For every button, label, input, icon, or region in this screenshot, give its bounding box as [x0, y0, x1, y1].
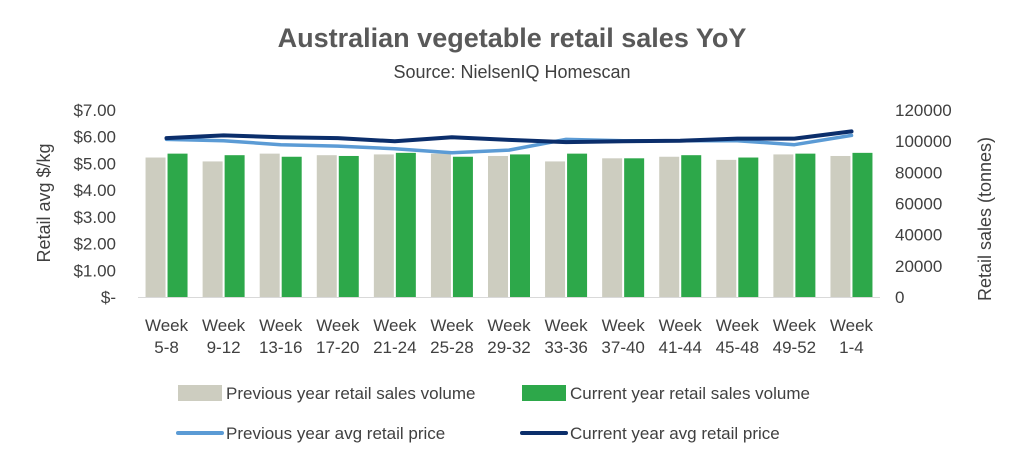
x-tick-label: Week 41-44	[658, 316, 702, 357]
x-tick-label-line: Week	[830, 316, 874, 335]
line-previous-year-price	[164, 133, 854, 155]
x-tick-label: Week 49-52	[773, 316, 817, 357]
x-tick-label-line: Week	[544, 316, 588, 335]
x-tick-label-line: 13-16	[259, 338, 302, 357]
x-tick-label-line: 9-12	[207, 338, 241, 357]
bar-previous-year	[430, 153, 451, 297]
bar-current-year	[338, 155, 359, 297]
y-left-tick-label: $3.00	[73, 208, 116, 227]
bar-previous-year	[488, 155, 508, 297]
bar-current-year	[624, 158, 645, 297]
x-tick-label-line: 45-48	[716, 338, 759, 357]
chart-subtitle: Source: NielsenIQ Homescan	[393, 62, 630, 82]
y-left-tick-label: $5.00	[73, 154, 116, 173]
x-tick-label: Week 13-16	[259, 316, 303, 357]
y-left-tick-label: $4.00	[73, 181, 116, 200]
y-right-tick-label: 20000	[895, 257, 942, 276]
y-right-tick-label: 40000	[895, 226, 942, 245]
legend-label: Previous year avg retail price	[226, 424, 445, 443]
bar-previous-year	[716, 159, 737, 297]
x-tick-label: Week 33-36	[544, 316, 588, 357]
bar-previous-year	[259, 153, 280, 297]
x-tick-label-line: Week	[659, 316, 703, 335]
x-tick-label: Week 9-12	[202, 316, 246, 357]
x-tick-label-line: Week	[430, 316, 474, 335]
x-tick-label-line: Week	[373, 316, 417, 335]
y-left-axis-title: Retail avg $/kg	[34, 143, 54, 262]
bar-previous-year	[316, 155, 337, 297]
bar-current-year	[567, 153, 588, 297]
y-left-tick-label: $-	[101, 288, 116, 307]
x-tick-label: Week 25-28	[430, 316, 474, 357]
bar-current-year	[281, 156, 302, 297]
x-tick-label: Week 1-4	[830, 316, 874, 357]
legend-label: Current year avg retail price	[570, 424, 780, 443]
x-tick-label: Week 5-8	[145, 316, 189, 357]
x-tick-label: Week 17-20	[316, 316, 360, 357]
bar-current-year	[452, 156, 473, 297]
x-tick-label: Week 37-40	[601, 316, 645, 357]
x-tick-label: Week 21-24	[373, 316, 417, 357]
x-tick-label-line: Week	[145, 316, 189, 335]
y-right-axis-title: Retail sales (tonnes)	[975, 137, 995, 301]
bar-current-year	[681, 155, 702, 297]
y-right-tick-label: 60000	[895, 195, 942, 214]
y-left-tick-label: $1.00	[73, 261, 116, 280]
bar-current-year	[738, 157, 759, 297]
x-tick-label-line: Week	[259, 316, 303, 335]
bar-current-year	[795, 153, 816, 297]
bar-previous-year	[773, 154, 794, 297]
legend: Previous year retail sales volume Current…	[176, 384, 810, 443]
bar-current-year	[510, 154, 530, 297]
x-tick-label-line: Week	[202, 316, 246, 335]
bar-previous-year	[602, 158, 623, 297]
bar-previous-year	[202, 161, 223, 297]
legend-label: Current year retail sales volume	[570, 384, 810, 403]
bar-previous-year	[545, 161, 566, 297]
y-right-tick-label: 0	[895, 288, 904, 307]
bar-current-year	[224, 155, 245, 297]
x-tick-label-line: Week	[316, 316, 360, 335]
x-tick-label-line: Week	[602, 316, 646, 335]
bar-previous-year	[145, 157, 166, 297]
bar-current-year	[852, 152, 873, 297]
chart-title: Australian vegetable retail sales YoY	[278, 23, 747, 53]
bar-current-year	[395, 152, 416, 297]
y-right-tick-label: 120000	[895, 101, 952, 120]
bar-current-year	[167, 153, 188, 297]
bar-previous-year	[659, 156, 680, 297]
x-tick-label-line: 1-4	[839, 338, 864, 357]
legend-swatch	[522, 385, 566, 401]
bar-previous-year	[373, 154, 394, 297]
x-tick-label-line: 49-52	[773, 338, 816, 357]
x-tick-label-line: Week	[716, 316, 760, 335]
x-tick-label-line: 25-28	[430, 338, 473, 357]
y-left-tick-label: $2.00	[73, 235, 116, 254]
x-tick-label-line: 17-20	[316, 338, 359, 357]
x-tick-label: Week 29-32	[487, 316, 531, 357]
legend-swatch	[178, 385, 222, 401]
bar-previous-year	[830, 155, 851, 297]
plot-area: $- $1.00 $2.00 $3.00 $4.00 $5.00 $6.00 $7.00 0 20…	[34, 101, 995, 357]
x-tick-label-line: Week	[773, 316, 817, 335]
legend-label: Previous year retail sales volume	[226, 384, 475, 403]
x-tick-label-line: 21-24	[373, 338, 416, 357]
line-current-year-price	[164, 129, 854, 145]
x-tick-label-line: Week	[487, 316, 531, 335]
y-right-tick-label: 100000	[895, 132, 952, 151]
x-tick-label-line: 41-44	[658, 338, 701, 357]
x-tick-label-line: 29-32	[487, 338, 530, 357]
x-tick-label: Week 45-48	[716, 316, 760, 357]
y-left-tick-label: $7.00	[73, 101, 116, 120]
y-left-tick-label: $6.00	[73, 128, 116, 147]
x-tick-label-line: 33-36	[544, 338, 587, 357]
x-tick-label-line: 37-40	[601, 338, 644, 357]
x-tick-label-line: 5-8	[154, 338, 179, 357]
y-right-tick-label: 80000	[895, 163, 942, 182]
